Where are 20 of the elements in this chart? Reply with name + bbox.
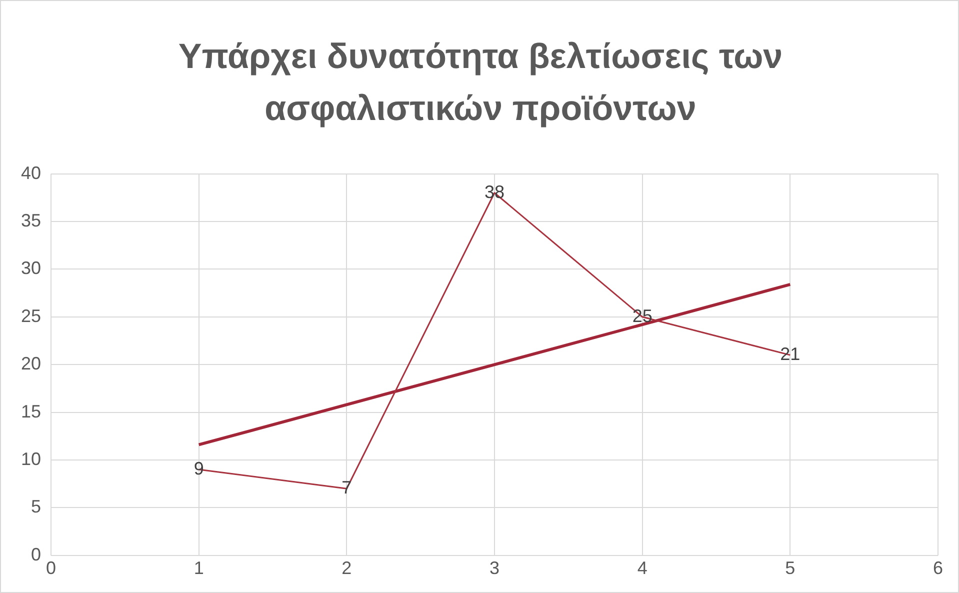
chart-title: Υπάρχει δυνατότητα βελτίωσεις των ασφαλιστικών προϊόντων [177, 36, 784, 130]
x-tick-label: 4 [637, 558, 648, 578]
data-label: 9 [194, 458, 204, 479]
y-tick-label: 35 [20, 210, 42, 230]
x-tick-label: 3 [490, 558, 500, 578]
y-tick-label: 10 [20, 448, 42, 469]
y-tick-label: 20 [20, 354, 42, 374]
x-tick-label: 6 [932, 558, 944, 578]
y-tick-label: 0 [31, 544, 42, 564]
x-tick-label: 0 [46, 558, 56, 578]
data-label: 21 [780, 344, 800, 364]
y-tick-label: 40 [20, 162, 42, 183]
y-tick-label: 25 [20, 306, 42, 326]
x-tick-label: 5 [785, 558, 796, 578]
x-tick-label: 1 [194, 558, 204, 578]
x-tick-label: 2 [342, 558, 352, 578]
y-tick-label: 15 [20, 401, 42, 422]
y-tick-label: 30 [20, 258, 42, 278]
data-label: 38 [484, 182, 505, 202]
y-tick-label: 5 [31, 496, 42, 517]
